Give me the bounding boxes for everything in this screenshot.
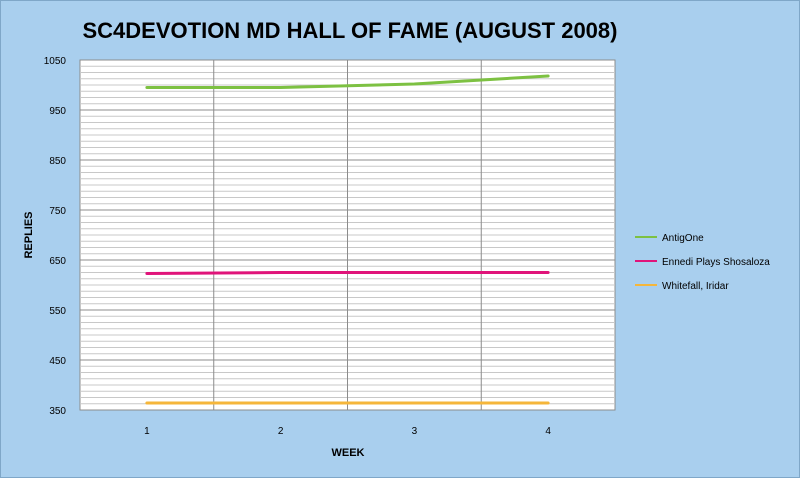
legend-label: AntigOne: [662, 233, 704, 244]
x-axis-label: WEEK: [332, 447, 365, 459]
chart-title: SC4DEVOTION MD HALL OF FAME (AUGUST 2008…: [83, 18, 618, 43]
axes: 350 450 550 650 750 850 950 1050 1 2 3 4: [44, 56, 552, 437]
y-tick-label: 950: [49, 106, 66, 117]
x-tick-label: 1: [144, 426, 150, 437]
y-tick-label: 450: [49, 356, 66, 367]
series-lines: [145, 74, 550, 405]
y-tick-label: 650: [49, 256, 66, 267]
x-tick-label: 4: [545, 426, 551, 437]
x-tick-label: 3: [412, 426, 418, 437]
y-tick-label: 850: [49, 156, 66, 167]
y-tick-label: 350: [49, 406, 66, 417]
gridlines: [80, 59, 615, 411]
y-tick-label: 1050: [44, 56, 67, 67]
legend: AntigOne Ennedi Plays Shosaloza Whitefall,…: [635, 233, 770, 292]
legend-label: Ennedi Plays Shosaloza: [662, 257, 770, 268]
y-axis-label: REPLIES: [23, 211, 35, 258]
series-line: [145, 74, 550, 89]
x-tick-label: 2: [278, 426, 284, 437]
y-tick-label: 750: [49, 206, 66, 217]
series-line: [145, 271, 550, 275]
legend-label: Whitefall, Iridar: [662, 281, 729, 292]
y-tick-label: 550: [49, 306, 66, 317]
